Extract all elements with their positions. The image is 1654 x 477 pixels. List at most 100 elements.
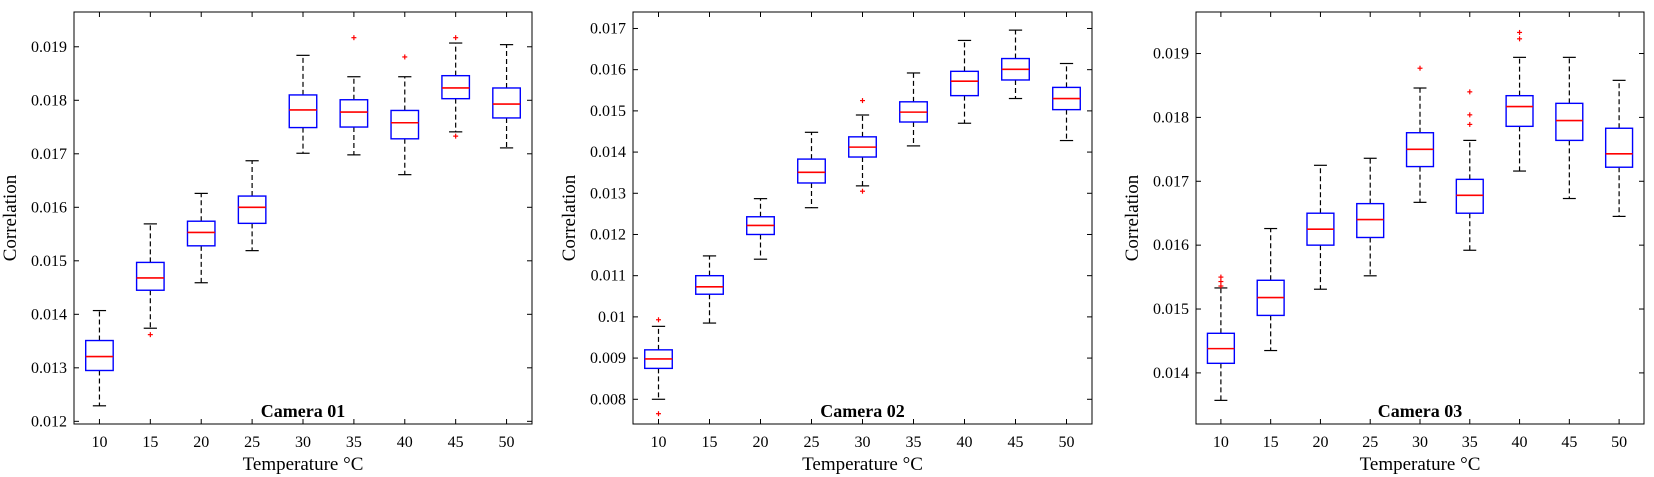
outlier-marker	[1218, 283, 1224, 289]
x-tick-label: 50	[1059, 434, 1075, 451]
y-tick-label: 0.018	[1153, 109, 1189, 126]
box-50	[1052, 62, 1081, 142]
iqr-box	[390, 109, 420, 140]
y-tick-label: 0.015	[590, 103, 626, 120]
y-axis-label: Correlation	[559, 174, 580, 261]
box-10	[85, 309, 114, 407]
iqr-box	[1356, 202, 1385, 239]
x-tick-label: 25	[1362, 434, 1378, 451]
y-tick-label: 0.015	[31, 253, 67, 270]
y-tick-label: 0.01	[598, 309, 626, 326]
plot-frame	[73, 11, 533, 425]
box-25	[1356, 157, 1385, 277]
y-axis-label: Correlation	[1122, 174, 1143, 261]
box-40	[1505, 29, 1534, 172]
y-tick-label: 0.019	[1153, 46, 1189, 63]
panel-title: Camera 01	[261, 401, 345, 421]
x-tick-label: 30	[855, 434, 871, 451]
box-30	[848, 98, 877, 194]
x-tick-label: 20	[753, 434, 769, 451]
y-tick-label: 0.014	[1153, 365, 1189, 382]
iqr-box	[288, 94, 318, 129]
y-tick-label: 0.012	[31, 413, 67, 430]
box-25	[237, 160, 267, 252]
iqr-box	[1505, 94, 1534, 128]
y-tick-label: 0.017	[1153, 173, 1189, 190]
y-tick-label: 0.019	[31, 39, 67, 56]
y-tick-label: 0.013	[31, 360, 67, 377]
iqr-box	[85, 339, 114, 372]
x-axis-label: Temperature °C	[1360, 454, 1481, 475]
box-30	[1405, 65, 1435, 203]
box-15	[135, 223, 165, 338]
x-tick-label: 40	[957, 434, 973, 451]
iqr-box	[441, 74, 471, 100]
y-tick-label: 0.012	[590, 226, 626, 243]
box-45	[1555, 56, 1584, 200]
y-tick-label: 0.018	[31, 92, 67, 109]
x-tick-label: 30	[1412, 434, 1428, 451]
outlier-marker	[656, 317, 661, 323]
outlier-marker	[1218, 274, 1224, 280]
outlier-marker	[860, 98, 865, 104]
box-40	[390, 54, 420, 176]
outlier-marker	[1417, 65, 1423, 71]
y-tick-label: 0.014	[31, 306, 67, 323]
box-35	[339, 35, 369, 156]
y-tick-label: 0.016	[1153, 237, 1189, 254]
outlier-marker	[1517, 36, 1523, 42]
y-tick-label: 0.014	[590, 144, 626, 161]
panel-title: Camera 03	[1378, 401, 1462, 421]
box-45	[441, 35, 471, 139]
y-tick-label: 0.013	[590, 185, 626, 202]
iqr-box	[492, 87, 521, 119]
x-tick-label: 15	[1263, 434, 1279, 451]
x-tick-label: 20	[193, 434, 209, 451]
x-tick-label: 40	[397, 434, 413, 451]
outlier-marker	[453, 35, 459, 41]
x-tick-label: 30	[295, 434, 311, 451]
x-tick-label: 10	[651, 434, 667, 451]
outlier-marker	[1467, 112, 1473, 118]
x-tick-label: 50	[1611, 434, 1627, 451]
outlier-marker	[147, 332, 153, 338]
y-tick-label: 0.009	[590, 350, 626, 367]
outlier-marker	[656, 411, 661, 417]
outlier-marker	[351, 35, 357, 41]
x-tick-label: 35	[1462, 434, 1478, 451]
box-45	[1001, 29, 1030, 100]
iqr-box	[1455, 178, 1484, 214]
box-10	[1206, 274, 1236, 401]
camera-02-panel: 0.008 0.009 0.01 0.011 0.012 0.013 0.014 0.015 0…	[559, 11, 1093, 475]
y-tick-label: 0.017	[31, 146, 67, 163]
iqr-box	[797, 158, 826, 184]
plot-frame	[1195, 11, 1645, 425]
iqr-box	[135, 261, 165, 291]
box-20	[186, 192, 216, 284]
x-tick-label: 40	[1512, 434, 1528, 451]
iqr-box	[695, 274, 724, 295]
y-tick-label: 0.015	[1153, 301, 1189, 318]
y-tick-label: 0.016	[590, 62, 626, 79]
box-30	[288, 54, 318, 154]
outlier-marker	[1218, 279, 1224, 285]
x-tick-label: 15	[142, 434, 158, 451]
iqr-box	[237, 195, 267, 225]
box-50	[492, 44, 521, 149]
plot-frame	[632, 11, 1093, 425]
camera-03-panel: 0.014 0.015 0.016 0.017 0.018 0.019 10 15 20 25 30…	[1122, 11, 1645, 475]
x-axis-label: Temperature °C	[243, 454, 364, 475]
iqr-box	[1604, 127, 1634, 168]
x-tick-label: 50	[499, 434, 515, 451]
outlier-marker	[1517, 29, 1523, 35]
iqr-box	[339, 99, 369, 128]
x-tick-label: 25	[804, 434, 820, 451]
x-tick-label: 20	[1312, 434, 1328, 451]
panel-title: Camera 02	[820, 401, 904, 421]
iqr-box	[1555, 102, 1584, 142]
outlier-marker	[453, 133, 459, 139]
iqr-box	[186, 220, 216, 247]
box-50	[1604, 79, 1634, 218]
outlier-marker	[860, 188, 865, 194]
